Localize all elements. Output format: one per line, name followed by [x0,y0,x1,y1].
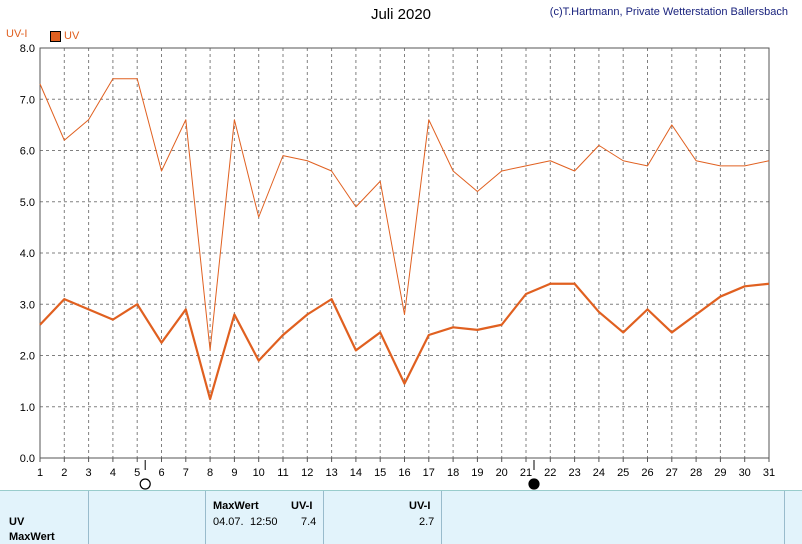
x-tick-label: 14 [350,467,362,479]
x-tick-label: 9 [231,467,237,479]
chart-title: Juli 2020 [370,6,432,23]
panel-max-date: 04.07. [213,516,244,528]
y-tick-label: 2.0 [20,351,35,363]
panel-unit2-header: UV-I [409,500,431,512]
x-tick-label: 26 [641,467,653,479]
x-tick-label: 11 [277,467,288,479]
x-tick-label: 4 [110,467,116,479]
copyright-text: (c)T.Hartmann, Private Wetterstation Bal… [549,6,788,18]
x-tick-label: 15 [374,467,386,479]
x-tick-label: 27 [666,467,678,479]
panel-row-maxwert: MaxWert [9,531,55,543]
x-tick-label: 13 [325,467,337,479]
x-tick-label: 10 [253,467,265,479]
x-tick-label: 29 [714,467,726,479]
full-moon-icon [139,478,151,490]
panel-divider [784,491,785,544]
x-tick-label: 23 [568,467,580,479]
panel-max-value: 7.4 [301,516,317,528]
legend-swatch [50,30,61,42]
x-tick-label: 24 [593,467,605,479]
chart-plot: 0.01.02.03.04.05.06.07.08.01 2 3 4 5 6 7 8 9 10 11… [20,43,775,490]
y-axis-label: UV-I [6,28,28,40]
panel-row-uv: UV [9,516,25,528]
x-tick-label: 1 [37,467,43,479]
x-tick-label: 18 [447,467,459,479]
y-tick-label: 8.0 [20,43,35,55]
panel-value2: 2.7 [419,516,435,528]
summary-panel: UV MaxWert MaxWert UV-I 04.07. 12:50 7.4… [0,490,802,544]
x-tick-label: 17 [423,467,435,479]
y-tick-label: 3.0 [20,299,35,311]
y-tick-label: 0.0 [20,453,35,465]
legend-label: UV [64,30,80,42]
panel-unit-header: UV-I [291,500,313,512]
x-tick-label: 22 [544,467,556,479]
y-tick-label: 4.0 [20,248,35,260]
x-tick-label: 20 [496,467,508,479]
series-line-max [39,78,770,351]
x-tick-label: 25 [617,467,629,479]
y-tick-label: 1.0 [20,402,35,414]
legend: UV [50,30,79,42]
panel-divider [323,491,324,544]
y-tick-label: 5.0 [20,197,35,209]
x-tick-label: 31 [763,467,775,479]
panel-divider [205,491,206,544]
panel-maxwert-header: MaxWert [213,500,259,512]
panel-divider [441,491,442,544]
x-tick-label: 3 [86,467,92,479]
x-tick-label: 12 [301,467,313,479]
x-tick-label: 19 [471,467,483,479]
x-tick-label: 7 [183,467,189,479]
x-tick-label: 8 [207,467,213,479]
panel-max-time: 12:50 [250,516,278,528]
new-moon-icon [528,478,540,490]
x-tick-label: 5 [134,467,140,479]
panel-divider [88,491,89,544]
x-tick-label: 6 [158,467,164,479]
x-tick-label: 2 [61,467,67,479]
x-tick-label: 16 [398,467,410,479]
x-tick-label: 28 [690,467,702,479]
x-tick-label: 30 [739,467,751,479]
x-tick-label: 21 [520,467,532,479]
series-line-mean [39,282,770,401]
y-tick-label: 7.0 [20,94,35,106]
y-tick-label: 6.0 [20,146,35,158]
